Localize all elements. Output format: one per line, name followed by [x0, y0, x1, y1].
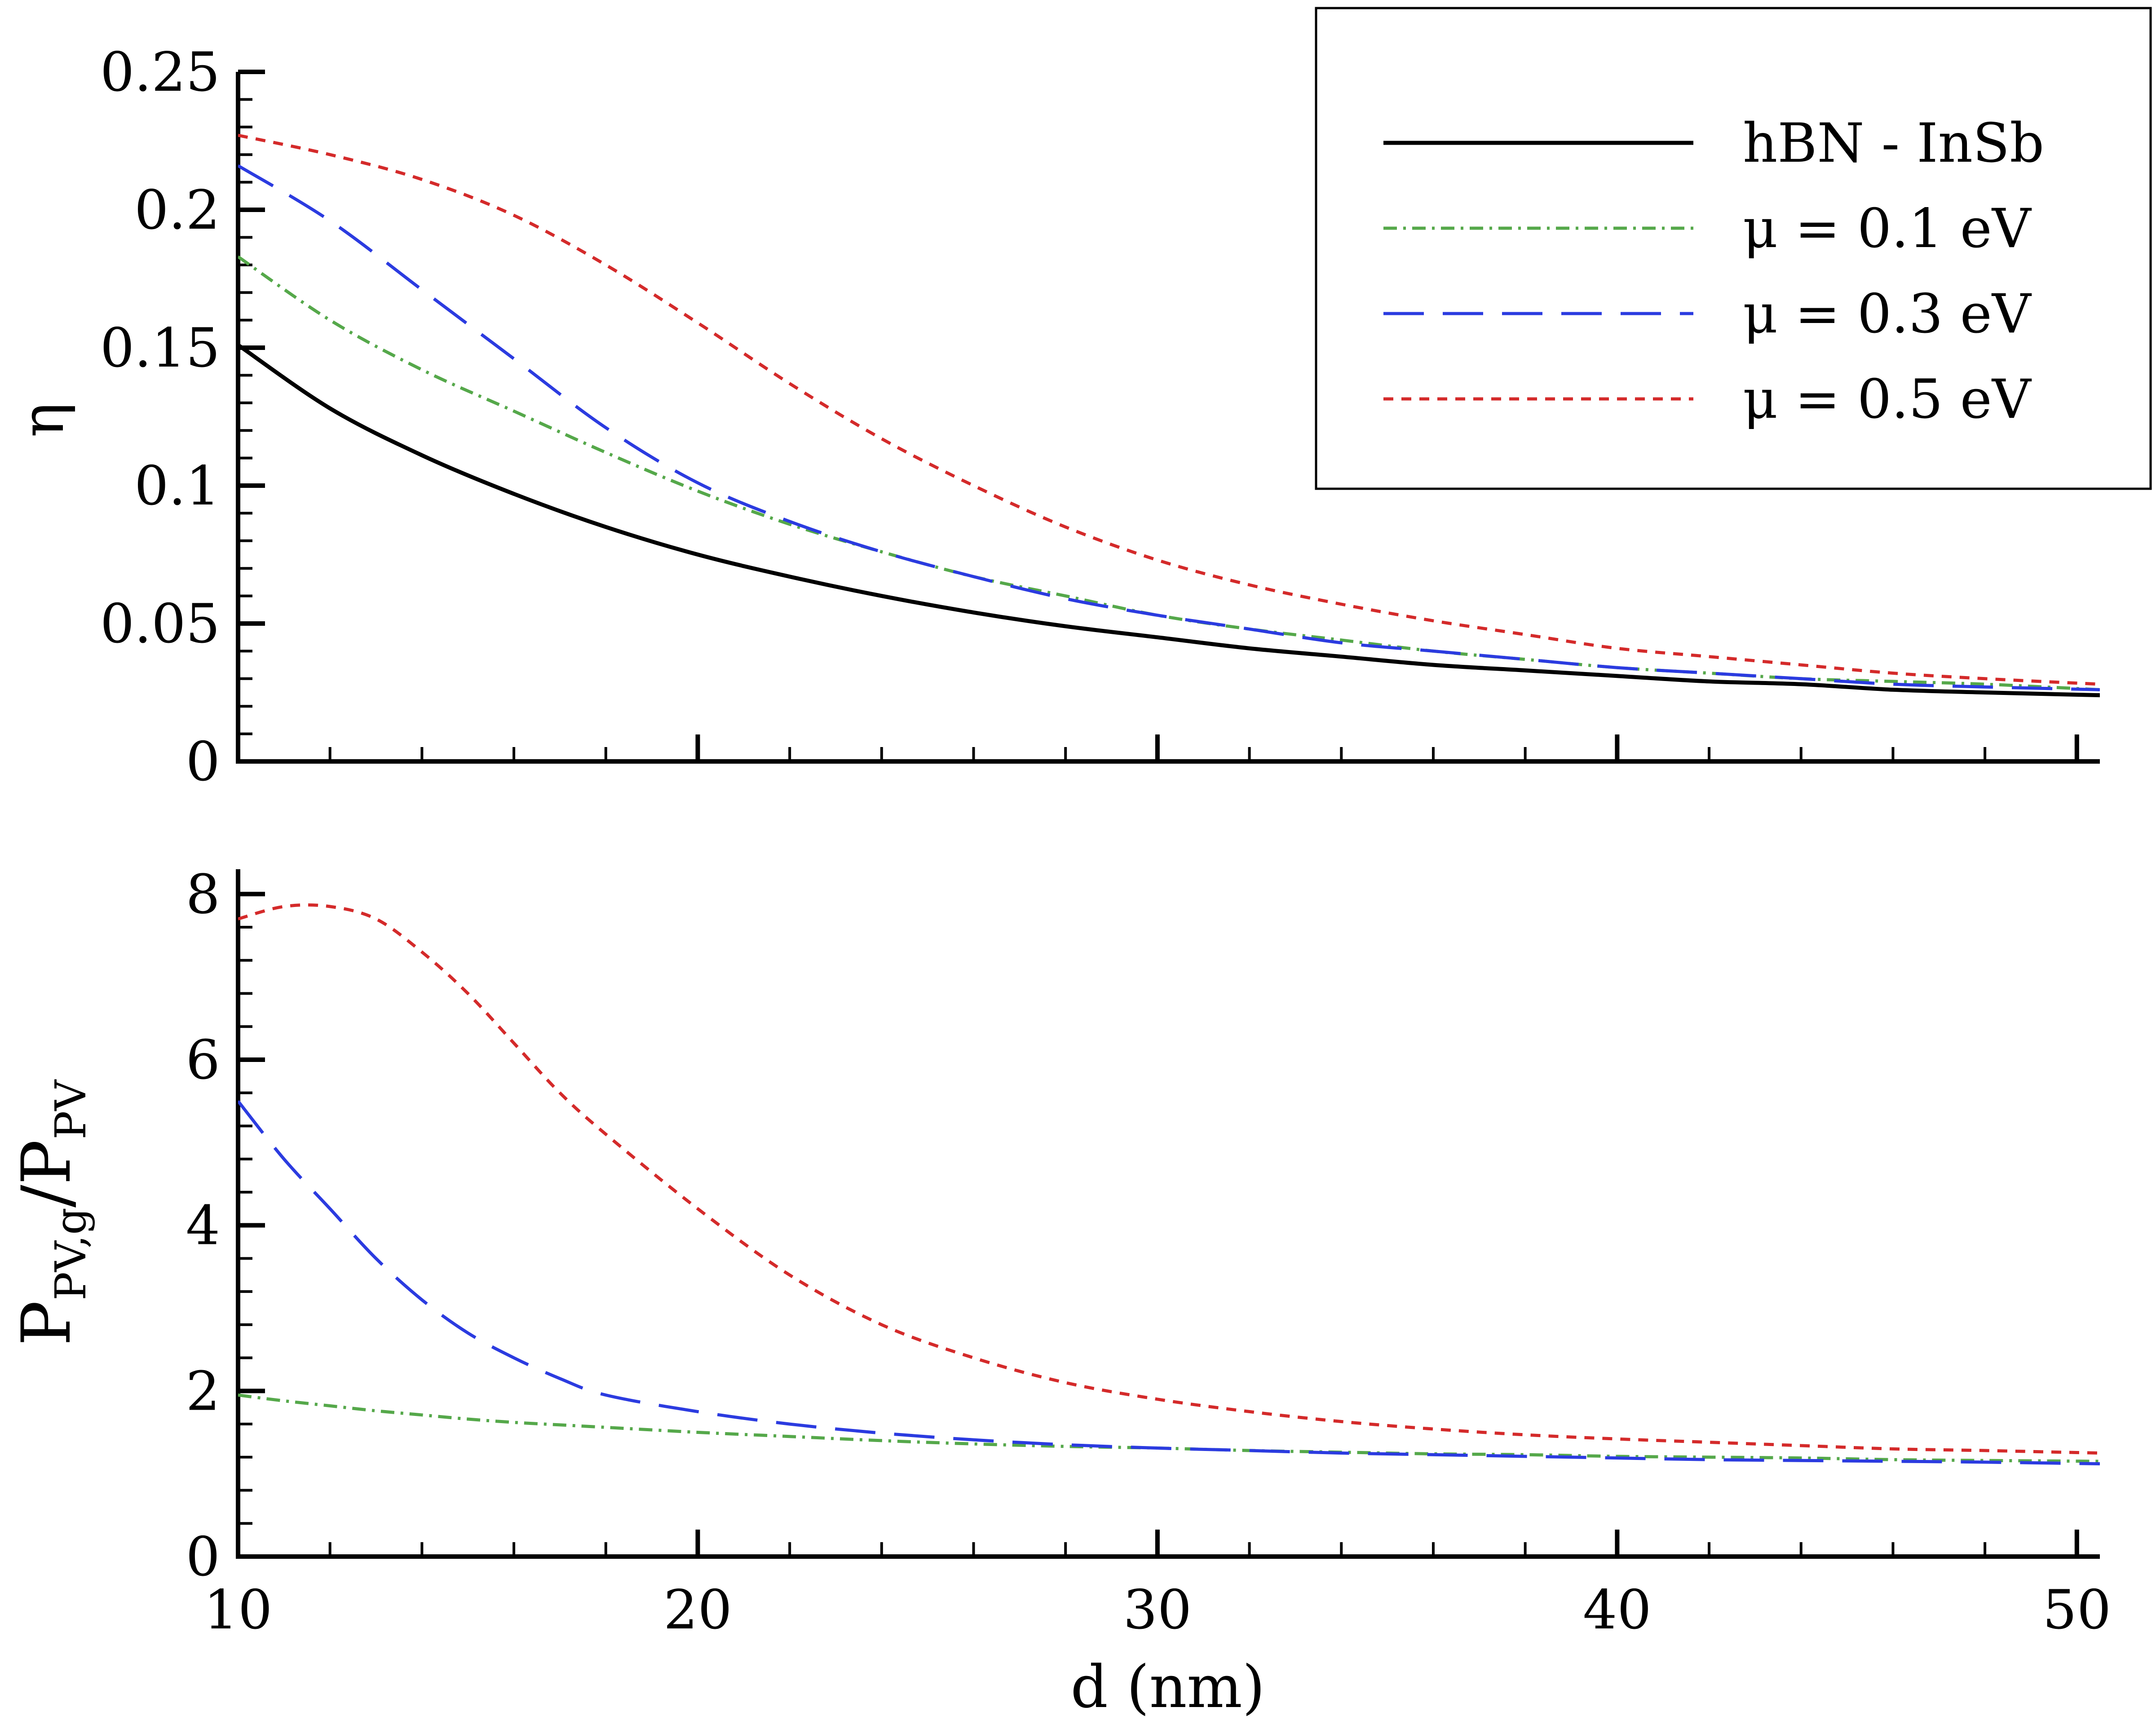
- top-series-line--05-ev: [238, 133, 2100, 686]
- bottom-y-tick-label: 4: [186, 1195, 220, 1257]
- top-y-tick-label: 0.1: [134, 455, 220, 518]
- bottom-y-tick-label: 0: [186, 1526, 220, 1588]
- y-title-part-ylabel_denom: P: [8, 1140, 86, 1185]
- top-y-axis-title: η: [9, 402, 77, 438]
- bottom-x-tick-label: 30: [1123, 1579, 1192, 1641]
- y-title-part-ylabel_slash: /: [8, 1185, 86, 1208]
- top-y-tick-label: 0.05: [100, 593, 220, 655]
- legend-box: [1315, 7, 2152, 490]
- bottom-x-tick-label: 10: [204, 1579, 273, 1641]
- legend-label-3: μ = 0.3 eV: [1743, 283, 2032, 345]
- bottom-y-tick-label: 6: [186, 1029, 220, 1092]
- legend: hBN - InSb μ = 0.1 eV μ = 0.3 eV μ = 0.5 eV: [1315, 7, 2152, 490]
- top-y-tick-label: 0.2: [134, 179, 220, 242]
- legend-label-4: μ = 0.5 eV: [1743, 368, 2032, 431]
- top-y-tick-label: 0: [186, 731, 220, 793]
- bottom-series-line--03-ev: [238, 1100, 2100, 1465]
- y-title-part-ylabel_main_sub: PV,g: [46, 1208, 96, 1300]
- legend-label-2: μ = 0.1 eV: [1743, 198, 2032, 260]
- bottom-x-tick-label: 20: [663, 1579, 732, 1641]
- top-y-tick-label: 0.25: [100, 41, 220, 104]
- bottom-x-tick-label: 40: [1583, 1579, 1652, 1641]
- bottom-y-tick-label: 8: [186, 863, 220, 926]
- bottom-series-line--05-ev: [238, 903, 2100, 1455]
- bottom-x-axis-title: d (nm): [1071, 1653, 1265, 1721]
- top-y-tick-label: 0.15: [100, 317, 220, 380]
- bottom-y-tick-label: 2: [186, 1360, 220, 1423]
- top-series-line--03-ev: [238, 164, 2100, 691]
- top-series-line-hbn-insb: [238, 343, 2100, 698]
- bottom-x-tick-label: 50: [2042, 1579, 2111, 1641]
- plot-top: 0 0.05 0.1 0.15 0.2 0.25 η: [9, 41, 2100, 793]
- y-title-part-ylabel_main: P: [8, 1300, 86, 1346]
- bottom-y-axis-title: PPV,g/PPV: [8, 1079, 96, 1346]
- bottom-series-line--01-ev: [238, 1393, 2100, 1463]
- legend-label-1: hBN - InSb: [1743, 112, 2044, 175]
- y-title-part-ylabel_denom_sub: PV: [46, 1079, 96, 1140]
